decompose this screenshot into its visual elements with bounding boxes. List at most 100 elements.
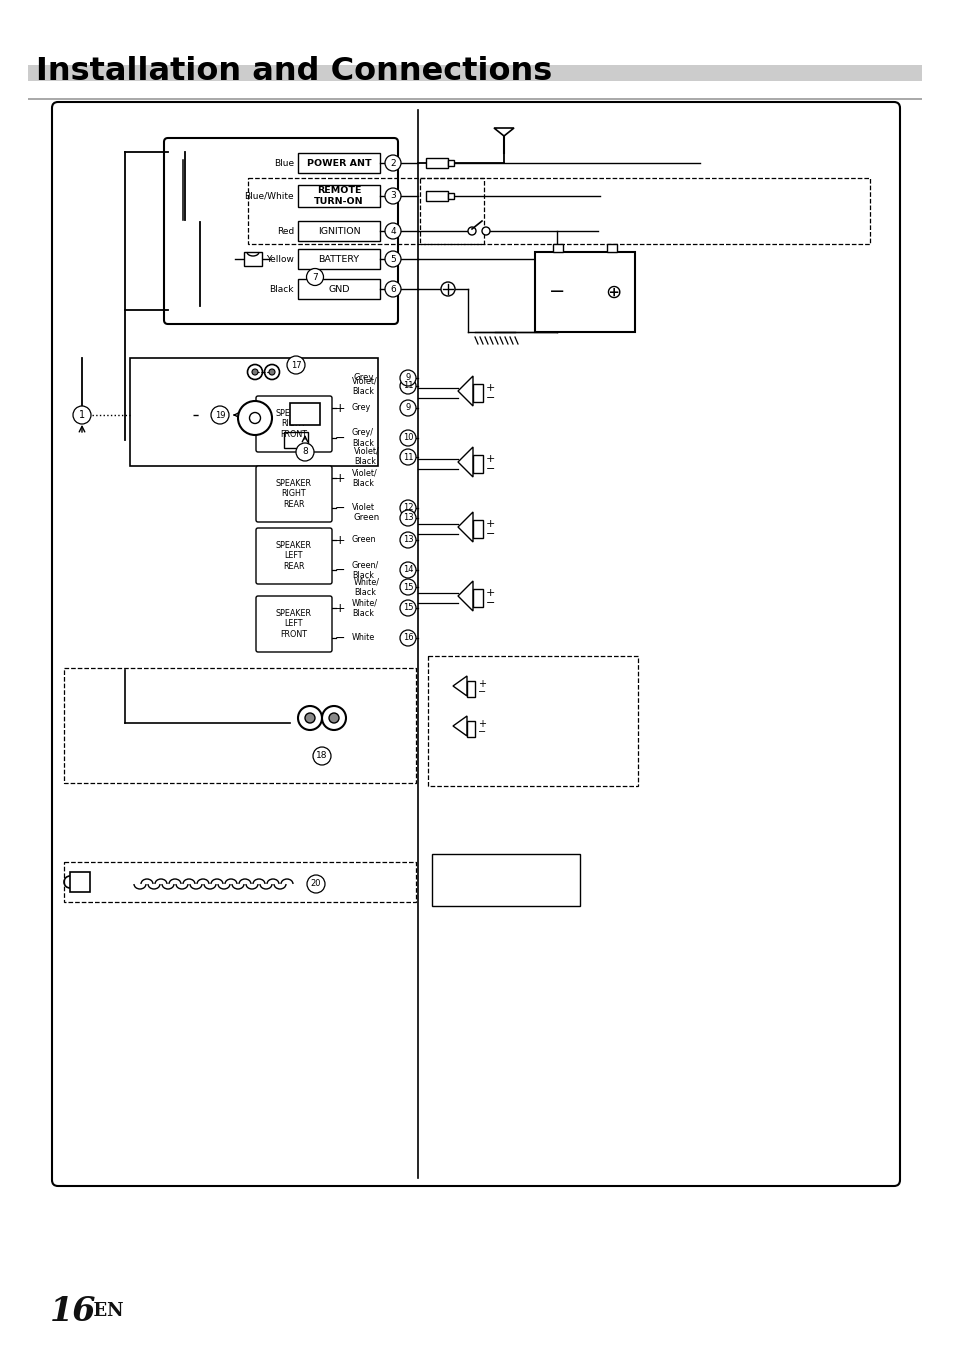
Bar	[28, 98, 921, 100]
Text: SPEAKER
RIGHT
FRONT: SPEAKER RIGHT FRONT	[275, 409, 312, 438]
Circle shape	[73, 406, 91, 424]
Bar	[244, 252, 262, 266]
Text: 9: 9	[405, 403, 410, 413]
Text: 11: 11	[402, 452, 413, 461]
Text: −: −	[477, 687, 486, 697]
Circle shape	[399, 532, 416, 548]
Text: Violet/
Black: Violet/ Black	[354, 447, 379, 465]
FancyBboxPatch shape	[255, 465, 332, 522]
Text: +: +	[335, 402, 345, 414]
Text: 10: 10	[402, 433, 413, 442]
Circle shape	[295, 442, 314, 461]
Text: 16: 16	[50, 1295, 96, 1327]
Text: −: −	[485, 393, 495, 403]
Text: −: −	[335, 631, 345, 645]
Text: 1: 1	[79, 410, 85, 420]
Circle shape	[297, 706, 322, 730]
Text: 18: 18	[315, 751, 328, 761]
Text: 20: 20	[311, 880, 321, 889]
Circle shape	[399, 600, 416, 616]
Text: −: −	[335, 564, 345, 576]
Text: SPEAKER
LEFT
REAR: SPEAKER LEFT REAR	[275, 541, 312, 571]
Text: −: −	[335, 502, 345, 514]
Bar	[428, 656, 638, 786]
FancyBboxPatch shape	[164, 138, 397, 324]
Text: IGNITION: IGNITION	[317, 227, 360, 236]
Circle shape	[385, 281, 400, 297]
Circle shape	[399, 370, 416, 386]
Text: 2: 2	[390, 158, 395, 167]
Bar	[64, 668, 416, 782]
Bar	[130, 357, 377, 465]
Text: −: −	[477, 727, 486, 737]
Text: +: +	[485, 383, 495, 393]
Circle shape	[237, 401, 272, 434]
Text: +: +	[335, 533, 345, 546]
Bar	[535, 252, 635, 332]
Circle shape	[287, 356, 305, 374]
Text: +: +	[335, 472, 345, 484]
Text: White/
Black: White/ Black	[352, 599, 377, 618]
Bar	[419, 178, 869, 244]
Bar	[290, 403, 319, 425]
Text: 17: 17	[291, 360, 301, 370]
Circle shape	[399, 430, 416, 447]
Bar	[426, 158, 448, 169]
Text: BATTERY: BATTERY	[318, 255, 359, 263]
Circle shape	[468, 227, 476, 235]
Circle shape	[399, 449, 416, 465]
Text: 13: 13	[402, 514, 413, 522]
Bar	[426, 192, 448, 201]
Bar	[297, 221, 379, 241]
Circle shape	[322, 706, 346, 730]
Text: Violet: Violet	[352, 503, 375, 513]
Circle shape	[399, 579, 416, 595]
Text: White: White	[352, 634, 375, 642]
Text: Blue: Blue	[274, 158, 294, 167]
Text: 14: 14	[402, 565, 413, 575]
Bar	[64, 862, 416, 902]
Circle shape	[399, 630, 416, 646]
Text: +: +	[477, 719, 485, 728]
Text: +: +	[485, 519, 495, 529]
Text: Violet/
Black: Violet/ Black	[352, 468, 377, 488]
Bar	[473, 519, 482, 538]
Polygon shape	[457, 581, 473, 611]
Text: −: −	[485, 598, 495, 608]
Text: +: +	[485, 455, 495, 464]
Bar	[553, 244, 562, 252]
Circle shape	[313, 747, 331, 765]
Bar	[448, 161, 454, 166]
Text: Green: Green	[352, 536, 376, 545]
Polygon shape	[457, 447, 473, 478]
FancyBboxPatch shape	[52, 103, 899, 1186]
Text: 13: 13	[402, 536, 413, 545]
Text: Violet/
Black: Violet/ Black	[352, 376, 377, 395]
Text: 6: 6	[390, 285, 395, 294]
Circle shape	[440, 282, 455, 295]
Polygon shape	[494, 128, 514, 136]
Bar	[448, 193, 454, 200]
Text: +: +	[477, 679, 485, 689]
Text: -EN: -EN	[86, 1302, 124, 1321]
Text: 5: 5	[390, 255, 395, 263]
Circle shape	[264, 364, 279, 379]
Text: +: +	[485, 588, 495, 598]
Text: GND: GND	[328, 285, 350, 294]
Polygon shape	[457, 376, 473, 406]
Text: Black: Black	[269, 285, 294, 294]
Circle shape	[306, 268, 323, 286]
Text: 3: 3	[390, 192, 395, 201]
Text: 8: 8	[302, 448, 308, 456]
Bar	[297, 250, 379, 268]
Bar	[297, 152, 379, 173]
Text: 12: 12	[402, 503, 413, 513]
Text: Grey: Grey	[354, 374, 375, 383]
Text: 19: 19	[214, 410, 225, 420]
Polygon shape	[453, 676, 467, 696]
Text: Blue/White: Blue/White	[244, 192, 294, 201]
Circle shape	[481, 227, 490, 235]
Circle shape	[399, 510, 416, 526]
Text: SPEAKER
RIGHT
REAR: SPEAKER RIGHT REAR	[275, 479, 312, 509]
Bar	[467, 681, 475, 697]
